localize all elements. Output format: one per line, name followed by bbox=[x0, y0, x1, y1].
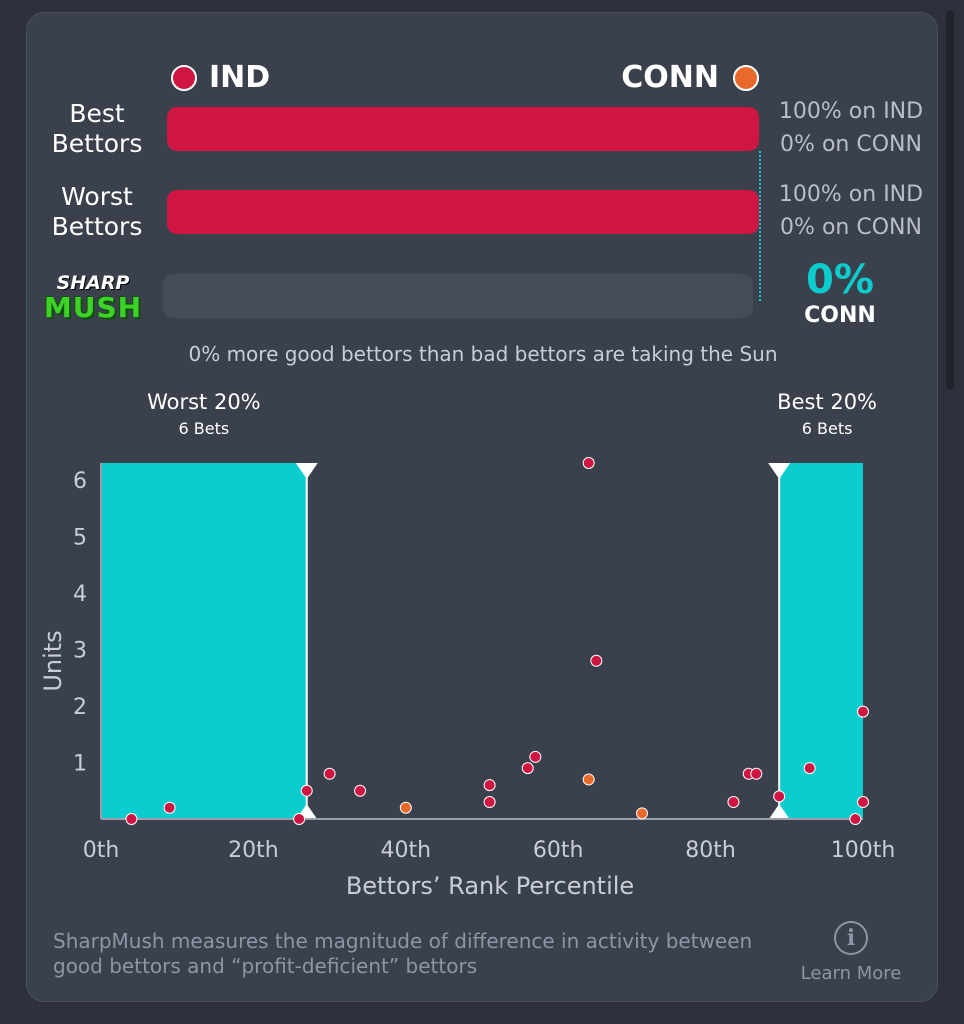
data-point-ind-14 bbox=[750, 767, 763, 780]
sharpmush-logo: SHARP MUSH bbox=[35, 273, 151, 323]
data-point-ind-2 bbox=[293, 813, 306, 825]
data-point-ind-1 bbox=[163, 801, 176, 814]
best-bettors-ind-pct: 100% on IND bbox=[778, 99, 924, 124]
x-tick-label-0th: 0th bbox=[83, 838, 120, 863]
worst-bettors-ind-fill bbox=[167, 190, 759, 234]
x-tick-label-40th: 40th bbox=[381, 838, 432, 863]
sharpmush-value: 0% CONN bbox=[785, 257, 895, 329]
data-point-conn-1 bbox=[582, 773, 595, 786]
shaded-region-1 bbox=[779, 463, 863, 819]
sharpmush-team: CONN bbox=[804, 303, 876, 328]
region-handle-top-1 bbox=[768, 463, 791, 479]
best-bettors-conn-pct: 0% on CONN bbox=[780, 132, 922, 157]
y-tick-label-5: 5 bbox=[73, 525, 87, 550]
worst-bettors-ind-pct: 100% on IND bbox=[778, 182, 924, 207]
y-axis-title: Units bbox=[39, 630, 67, 691]
data-point-ind-18 bbox=[857, 705, 869, 718]
best-bettors-bar bbox=[167, 107, 759, 151]
y-tick-label-6: 6 bbox=[73, 469, 87, 494]
data-point-ind-8 bbox=[521, 762, 534, 775]
y-tick-label-1: 1 bbox=[73, 751, 87, 776]
sharpmush-summary: 0% more good bettors than bad bettors ar… bbox=[188, 342, 778, 366]
data-point-ind-7 bbox=[483, 796, 496, 809]
best-bettors-label: Best Bettors bbox=[51, 99, 143, 158]
data-point-ind-15 bbox=[773, 790, 786, 803]
region-sublabel-1: 6 Bets bbox=[802, 419, 853, 438]
data-point-ind-17 bbox=[849, 813, 862, 825]
data-point-ind-9 bbox=[529, 750, 542, 763]
data-point-ind-6 bbox=[483, 779, 496, 792]
sharpmush-logo-mush: MUSH bbox=[43, 291, 143, 324]
data-point-ind-11 bbox=[590, 654, 603, 667]
learn-more-label: Learn More bbox=[800, 963, 902, 984]
data-point-ind-12 bbox=[727, 796, 740, 809]
worst-bettors-bar bbox=[167, 190, 759, 234]
scrollbar[interactable] bbox=[946, 10, 954, 390]
data-point-ind-4 bbox=[323, 767, 336, 780]
x-tick-label-20th: 20th bbox=[228, 838, 279, 863]
worst-bettors-conn-pct: 0% on CONN bbox=[780, 215, 922, 240]
data-point-ind-5 bbox=[354, 784, 367, 797]
dotted-divider bbox=[759, 151, 761, 301]
data-point-conn-2 bbox=[636, 807, 649, 820]
worst-bettors-label: Worst Bettors bbox=[51, 182, 143, 241]
data-point-ind-3 bbox=[300, 784, 313, 797]
x-tick-label-80th: 80th bbox=[685, 838, 736, 863]
data-point-conn-0 bbox=[399, 801, 412, 814]
region-label-0: Worst 20% bbox=[147, 390, 261, 414]
sharpmush-card: IND CONN Best Bettors 100% on IND 0% on … bbox=[26, 12, 938, 1002]
x-tick-label-60th: 60th bbox=[533, 838, 584, 863]
sharpmush-description: SharpMush measures the magnitude of diff… bbox=[53, 929, 753, 978]
best-bettors-ind-fill bbox=[167, 107, 759, 151]
y-tick-label-3: 3 bbox=[73, 638, 87, 663]
info-icon: i bbox=[834, 921, 868, 955]
region-handle-top-0 bbox=[295, 463, 318, 479]
region-label-1: Best 20% bbox=[777, 390, 877, 414]
y-tick-label-2: 2 bbox=[73, 695, 87, 720]
left-team-name: IND bbox=[209, 60, 271, 95]
conn-team-dot bbox=[733, 65, 759, 91]
worst-bettors-split: 100% on IND 0% on CONN bbox=[771, 178, 931, 244]
region-sublabel-0: 6 Bets bbox=[179, 419, 230, 438]
right-team-name: CONN bbox=[621, 60, 719, 95]
sharpmush-logo-sharp: SHARP bbox=[56, 272, 130, 294]
sharpmush-percent: 0% bbox=[806, 257, 874, 303]
y-tick-label-4: 4 bbox=[73, 582, 87, 607]
x-axis-title: Bettors’ Rank Percentile bbox=[346, 872, 634, 900]
region-handle-bottom-1 bbox=[768, 804, 791, 820]
learn-more-button[interactable]: i Learn More bbox=[791, 921, 911, 984]
ind-team-dot bbox=[171, 65, 197, 91]
data-point-ind-16 bbox=[803, 762, 816, 775]
shaded-region-0 bbox=[101, 463, 307, 819]
data-point-ind-0 bbox=[125, 813, 138, 825]
x-tick-label-100th: 100th bbox=[831, 838, 896, 863]
best-bettors-split: 100% on IND 0% on CONN bbox=[771, 95, 931, 161]
data-point-ind-10 bbox=[582, 457, 595, 469]
data-point-ind-19 bbox=[857, 796, 869, 809]
sharpmush-bar bbox=[163, 274, 753, 318]
